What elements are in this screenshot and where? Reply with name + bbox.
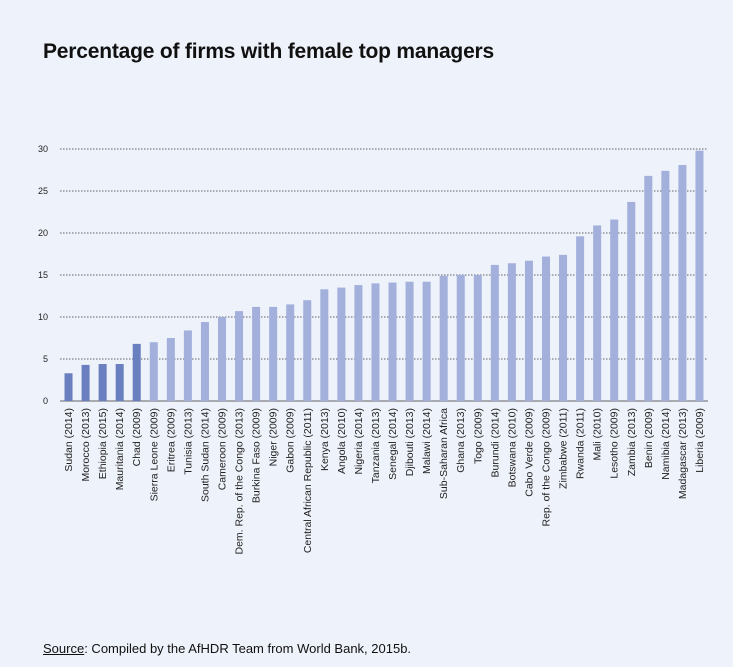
y-tick-label: 0 <box>43 396 48 406</box>
x-category-label: Eritrea (2009) <box>165 408 177 472</box>
bar <box>354 285 363 401</box>
bar <box>695 150 704 401</box>
x-category-label: Zimbabwe (2011) <box>558 408 570 489</box>
bar <box>269 306 278 401</box>
x-category-label: Lesotho (2009) <box>609 408 621 479</box>
bar <box>678 164 687 401</box>
x-category-label: Malawi (2014) <box>421 408 433 474</box>
bar <box>166 338 175 401</box>
bar <box>64 373 73 401</box>
y-tick-label: 10 <box>38 312 48 322</box>
bar <box>559 254 568 401</box>
x-category-label: Sub-Saharan Africa <box>438 408 450 499</box>
x-category-label: Gabon (2009) <box>285 408 297 473</box>
bar <box>456 275 465 401</box>
x-category-label: Djibouti (2013) <box>404 408 416 476</box>
bar <box>524 260 533 401</box>
x-category-label: Mali (2010) <box>592 408 604 461</box>
bar <box>371 283 380 401</box>
x-category-label: Cabo Verde (2009) <box>523 408 535 497</box>
x-category-label: South Sudan (2014) <box>199 408 211 502</box>
x-category-label: Nigeria (2014) <box>353 408 365 475</box>
bar <box>593 225 602 401</box>
bar <box>217 317 227 401</box>
x-category-label: Burundi (2014) <box>489 408 501 477</box>
chart-title: Percentage of firms with female top mana… <box>43 40 494 63</box>
bar <box>115 364 124 401</box>
bar <box>286 304 295 401</box>
x-category-label: Botswana (2010) <box>506 408 518 487</box>
x-category-label: Angola (2010) <box>336 408 348 474</box>
source-note: Source: Compiled by the AfHDR Team from … <box>43 641 411 656</box>
x-category-label: Morocco (2013) <box>80 408 92 482</box>
bar <box>422 281 431 401</box>
bar <box>644 175 653 401</box>
x-category-label: Burkina Faso (2009) <box>251 408 263 503</box>
x-category-label: Zambia (2013) <box>626 408 638 476</box>
bar <box>388 282 397 401</box>
x-category-label: Central African Republic (2011) <box>302 408 314 553</box>
bar <box>439 275 448 401</box>
x-category-label: Sierra Leone (2009) <box>148 408 160 501</box>
bar <box>183 330 192 401</box>
bar <box>337 287 346 401</box>
x-category-label: Tanzania (2013) <box>370 408 382 483</box>
x-category-label: Liberia (2009) <box>694 408 706 473</box>
source-text: : Compiled by the AfHDR Team from World … <box>84 641 412 656</box>
x-category-label: Rep. of the Congo (2009) <box>541 408 553 527</box>
bar <box>235 311 244 401</box>
bar <box>132 343 141 401</box>
bar <box>610 219 619 401</box>
bar <box>473 275 482 401</box>
y-tick-label: 20 <box>38 228 48 238</box>
x-category-label: Kenya (2013) <box>319 408 331 471</box>
x-category-label: Mauritania (2014) <box>114 408 126 490</box>
x-category-label: Chad (2009) <box>131 408 143 466</box>
bar <box>507 263 516 401</box>
x-category-label: Namibia (2014) <box>660 408 672 480</box>
y-tick-label: 30 <box>38 144 48 154</box>
x-category-label: Tunisia (2013) <box>182 408 194 475</box>
y-tick-label: 15 <box>38 270 48 280</box>
source-label: Source <box>43 641 85 656</box>
bar <box>81 364 90 401</box>
x-category-label: Ghana (2013) <box>455 408 467 473</box>
x-category-label: Sudan (2014) <box>63 408 75 472</box>
bar <box>252 306 261 401</box>
x-category-label: Cameroon (2009) <box>217 408 229 490</box>
y-tick-label: 25 <box>38 186 48 196</box>
bar <box>149 342 158 401</box>
bar <box>490 264 499 401</box>
x-category-label: Rwanda (2011) <box>575 408 587 479</box>
x-category-label: Senegal (2014) <box>387 408 399 480</box>
x-category-label: Madagascar (2013) <box>677 408 689 499</box>
x-category-label: Dem. Rep. of the Congo (2013) <box>234 408 246 555</box>
x-category-label: Benin (2009) <box>643 408 655 468</box>
bar <box>320 289 329 401</box>
x-category-label: Togo (2009) <box>472 408 484 464</box>
bar <box>303 300 312 401</box>
bar <box>405 281 414 401</box>
bar <box>200 322 209 401</box>
bar <box>627 201 636 401</box>
bar <box>661 170 670 401</box>
x-category-label: Ethiopia (2015) <box>97 408 109 479</box>
y-tick-label: 5 <box>43 354 48 364</box>
bar <box>98 364 107 401</box>
bar <box>576 236 585 401</box>
bar <box>541 256 551 401</box>
x-category-label: Niger (2009) <box>268 408 280 466</box>
